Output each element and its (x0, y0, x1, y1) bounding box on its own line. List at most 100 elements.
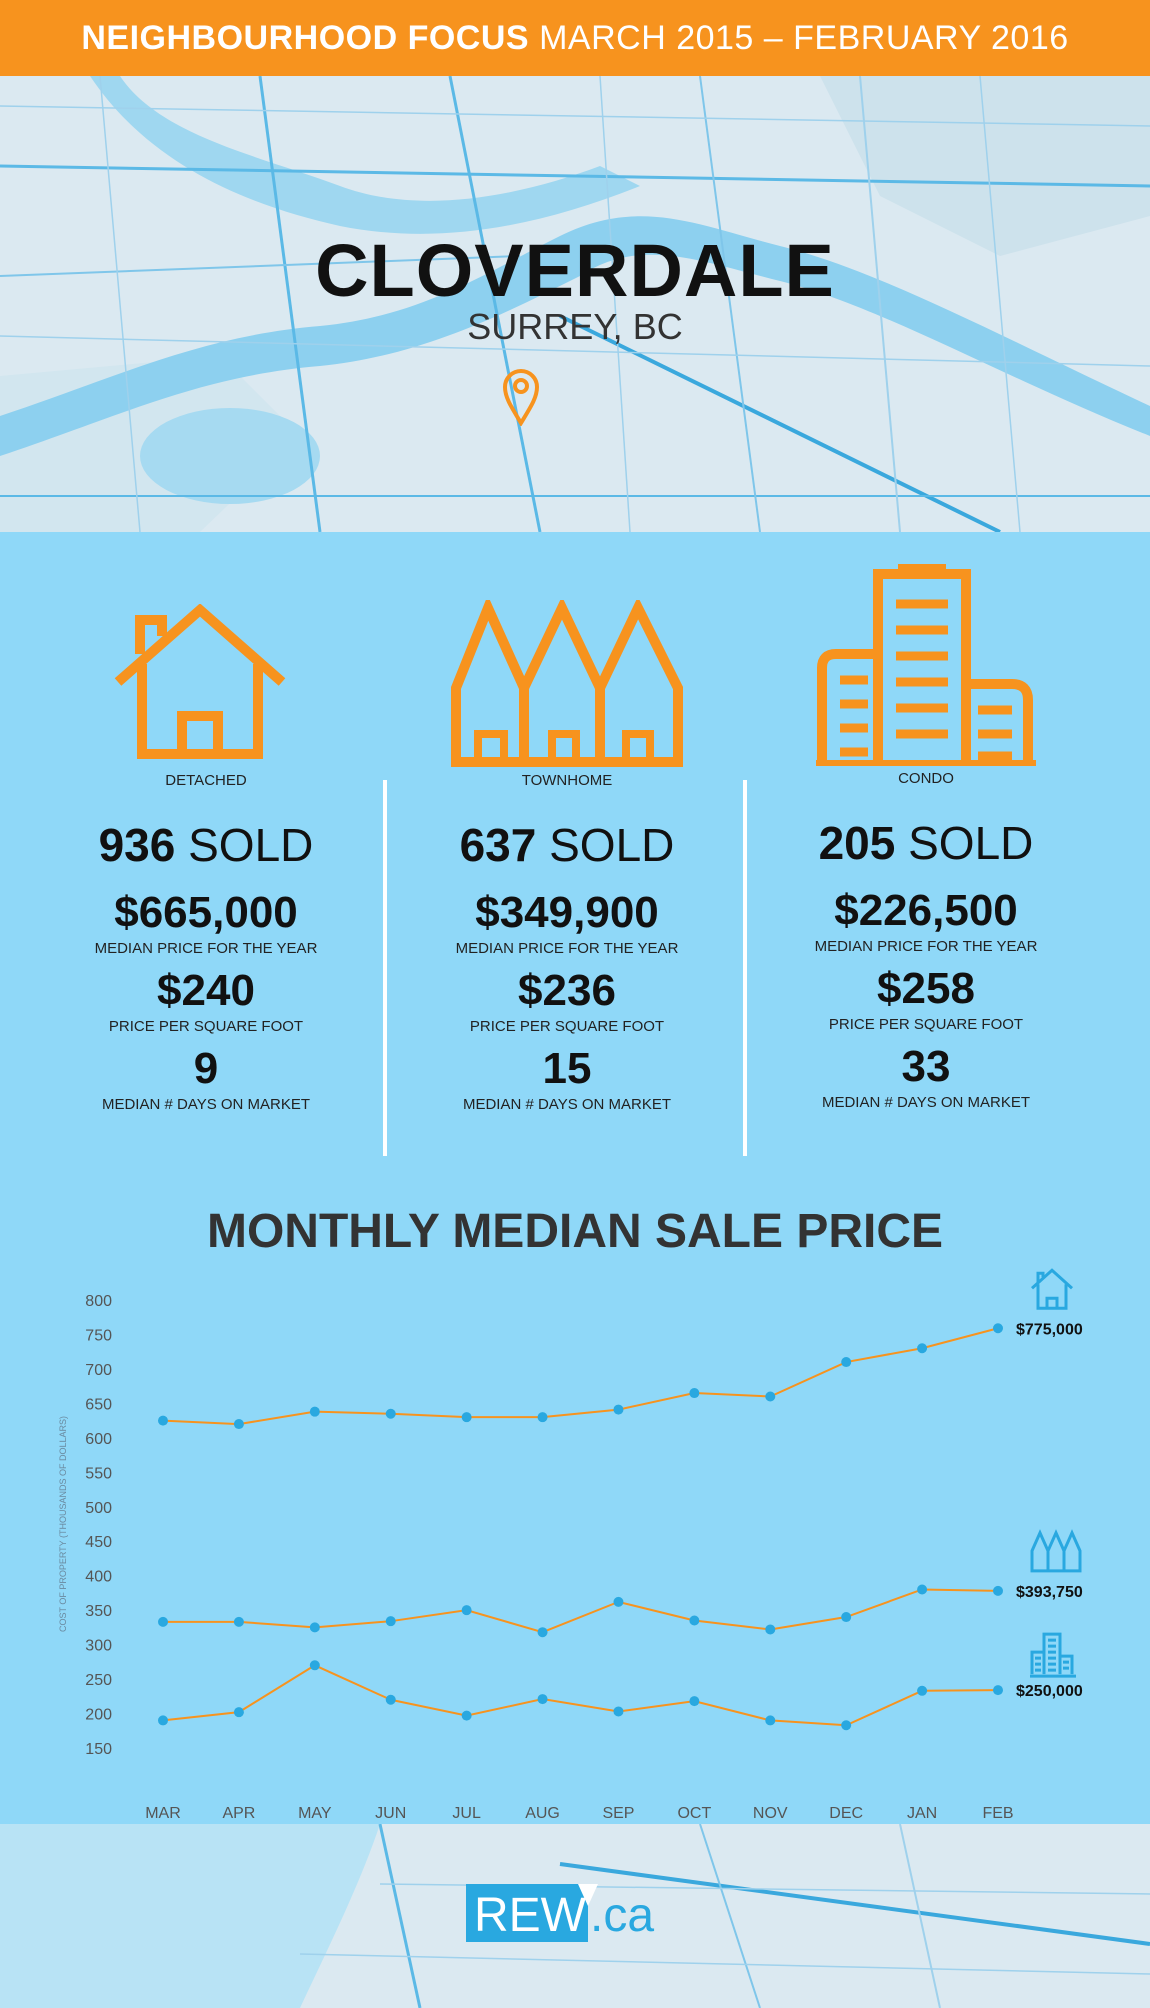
y-tick-label: 800 (85, 1293, 112, 1310)
data-point (917, 1584, 928, 1595)
condo-icon (1030, 1632, 1076, 1678)
y-tick-label: 350 (85, 1603, 112, 1620)
townhome-sold: 637 SOLD (387, 818, 747, 872)
data-point (461, 1710, 472, 1721)
detached-median-price-label: MEDIAN PRICE FOR THE YEAR (94, 940, 318, 957)
townhome-days-on-market: 15 (542, 1044, 592, 1093)
x-tick-label: JAN (907, 1805, 937, 1822)
series-end-label: $250,000 (1016, 1683, 1083, 1700)
data-point (385, 1694, 396, 1705)
townhome-sold-number: 637 (459, 819, 537, 871)
data-point (841, 1720, 852, 1731)
condo-sold-number: 205 (818, 817, 896, 869)
chart-title: MONTHLY MEDIAN SALE PRICE (206, 1205, 944, 1258)
townhome-price-per-sqft: $236 (518, 966, 616, 1015)
townhome-days-on-market-label: MEDIAN # DAYS ON MARKET (462, 1096, 672, 1113)
condo-median-price: $226,500 (834, 886, 1018, 935)
stats-section: DETACHED 936 SOLD $665,000 MEDIAN PRICE … (0, 532, 1150, 1824)
detached-days-on-market: 9 (193, 1044, 219, 1093)
condo-icon-path (1030, 1632, 1076, 1678)
column-divider (383, 780, 387, 1156)
detached-price-per-sqft: $240 (157, 966, 255, 1015)
line-chart: 800 750 700 650 600 550 500 450 400 350 300 250 200 1… (58, 1268, 1083, 1822)
map-background-top (0, 76, 1150, 532)
data-point (309, 1660, 320, 1671)
condo-days-on-market: 33 (901, 1042, 951, 1091)
y-tick-label: 450 (85, 1534, 112, 1551)
header-title-bold: NEIGHBOURHOOD FOCUS (81, 18, 530, 57)
house-icon (1030, 1268, 1074, 1310)
townhome-label: TOWNHOME (521, 772, 613, 789)
data-point (537, 1412, 548, 1423)
series-line (163, 1588, 999, 1634)
detached-median-price: $665,000 (114, 888, 298, 937)
data-point (993, 1585, 1003, 1596)
detached-sold-word: SOLD (175, 819, 314, 871)
x-tick-label: MAR (145, 1805, 181, 1822)
data-point (993, 1323, 1003, 1334)
header-title-dates: MARCH 2015 – FEBRUARY 2016 (539, 18, 1069, 57)
data-point (765, 1624, 776, 1635)
x-tick-label: SEP (602, 1805, 634, 1822)
townhome-icon (1030, 1529, 1082, 1573)
data-point (158, 1415, 168, 1426)
x-tick-label: OCT (677, 1805, 711, 1822)
townhome-sold-word: SOLD (536, 819, 675, 871)
detached-label: DETACHED (165, 772, 247, 789)
detached-sold: 936 SOLD (26, 818, 386, 872)
x-tick-label: DEC (829, 1805, 863, 1822)
data-point (461, 1605, 472, 1616)
house-icon-path (1030, 1268, 1074, 1310)
data-point (233, 1419, 244, 1430)
x-tick-label: MAY (298, 1805, 332, 1822)
data-point (841, 1612, 852, 1623)
data-point (613, 1404, 624, 1415)
y-tick-label: 500 (85, 1500, 112, 1517)
series-line (162, 1664, 999, 1727)
y-tick-label: 600 (85, 1431, 112, 1448)
x-tick-label: APR (222, 1805, 255, 1822)
townhome-price-per-sqft-label: PRICE PER SQUARE FOOT (469, 1018, 665, 1035)
townhome-median-price-label: MEDIAN PRICE FOR THE YEAR (455, 940, 679, 957)
data-point (537, 1694, 548, 1705)
data-point (765, 1391, 776, 1402)
data-point (765, 1715, 776, 1726)
data-point (689, 1615, 700, 1626)
y-tick-label: 400 (85, 1569, 112, 1586)
condo-sold-word: SOLD (895, 817, 1034, 869)
logo-suffix: .ca (590, 1889, 654, 1942)
data-point (841, 1357, 852, 1368)
series-end-label: $775,000 (1016, 1321, 1083, 1338)
townhome-median-price: $349,900 (475, 888, 659, 937)
townhome-icon-path (1030, 1529, 1082, 1573)
series-end-label: $393,750 (1016, 1584, 1083, 1601)
data-point (309, 1622, 320, 1633)
x-tick-label: AUG (525, 1805, 560, 1822)
data-point (689, 1388, 700, 1399)
x-tick-label: NOV (753, 1805, 788, 1822)
data-point (158, 1616, 168, 1627)
data-point (613, 1706, 624, 1717)
y-tick-label: 200 (85, 1707, 112, 1724)
y-tick-label: 700 (85, 1362, 112, 1379)
x-tick-label: JUN (375, 1805, 406, 1822)
data-point (309, 1406, 320, 1417)
x-tick-label: JUL (452, 1805, 481, 1822)
data-point (537, 1627, 548, 1638)
y-tick-label: 150 (85, 1741, 112, 1758)
townhome-icon (451, 600, 683, 767)
condo-icon (816, 564, 1036, 766)
condo-label: CONDO (898, 770, 954, 787)
header-bar: NEIGHBOURHOOD FOCUS MARCH 2015 – FEBRUAR… (0, 0, 1150, 76)
y-tick-label: 250 (85, 1672, 112, 1689)
condo-sold: 205 SOLD (746, 816, 1106, 870)
condo-days-on-market-label: MEDIAN # DAYS ON MARKET (821, 1094, 1031, 1111)
logo-text: REW (474, 1889, 587, 1942)
data-point (461, 1412, 472, 1423)
column-divider (743, 780, 747, 1156)
x-tick-label: FEB (982, 1805, 1013, 1822)
data-point (613, 1596, 624, 1607)
city-name: CLOVERDALE (315, 229, 835, 312)
data-point (385, 1408, 396, 1419)
y-axis-label: COST OF PROPERTY (THOUSANDS OF DOLLARS) (58, 1416, 68, 1632)
